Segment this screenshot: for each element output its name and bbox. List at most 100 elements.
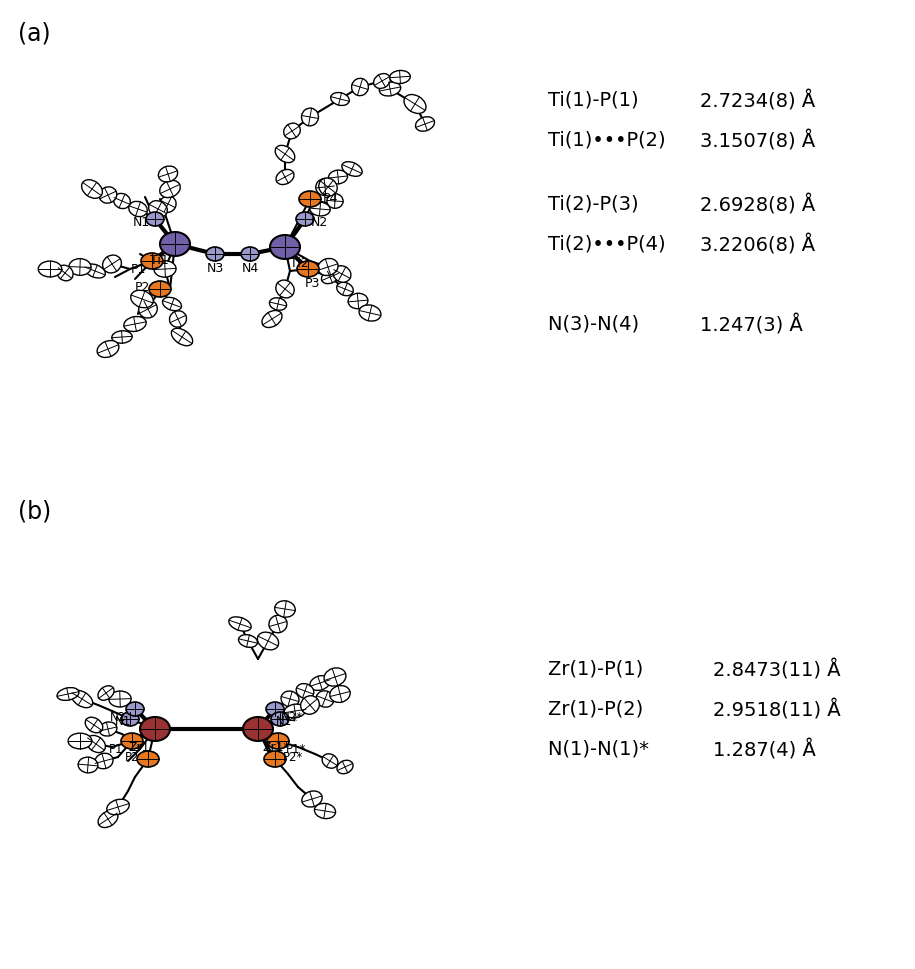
Ellipse shape	[113, 194, 130, 209]
Ellipse shape	[415, 117, 435, 132]
Ellipse shape	[71, 691, 92, 708]
Ellipse shape	[328, 171, 348, 185]
Text: Zr(1)-P(2): Zr(1)-P(2)	[548, 700, 656, 718]
Text: Ti(2)-P(3): Ti(2)-P(3)	[548, 195, 657, 214]
Text: N1: N1	[115, 715, 131, 728]
Text: P2: P2	[124, 751, 139, 764]
Text: (a): (a)	[18, 22, 50, 46]
Text: P1*: P1*	[285, 742, 307, 756]
Ellipse shape	[299, 192, 321, 207]
Ellipse shape	[276, 171, 294, 185]
Text: P1: P1	[109, 742, 124, 756]
Ellipse shape	[281, 691, 299, 707]
Ellipse shape	[296, 684, 314, 699]
Ellipse shape	[68, 734, 92, 749]
Text: Ti2: Ti2	[290, 257, 308, 270]
Text: P1: P1	[130, 264, 145, 276]
Text: 2.8473(11) Å: 2.8473(11) Å	[713, 659, 841, 680]
Ellipse shape	[129, 203, 147, 217]
Ellipse shape	[171, 328, 193, 346]
Ellipse shape	[302, 109, 318, 127]
Ellipse shape	[318, 179, 338, 197]
Text: 2.7234(8) Å: 2.7234(8) Å	[700, 90, 815, 110]
Ellipse shape	[121, 712, 139, 726]
Text: N(1)-N(1)*: N(1)-N(1)*	[548, 739, 662, 758]
Ellipse shape	[275, 281, 295, 298]
Ellipse shape	[269, 298, 286, 311]
Text: Ti(2)•••P(4): Ti(2)•••P(4)	[548, 234, 665, 254]
Ellipse shape	[78, 758, 98, 773]
Ellipse shape	[243, 717, 273, 741]
Ellipse shape	[267, 734, 289, 749]
Ellipse shape	[57, 266, 73, 282]
Ellipse shape	[239, 635, 257, 647]
Ellipse shape	[229, 617, 251, 632]
Ellipse shape	[269, 615, 287, 633]
Ellipse shape	[87, 735, 105, 753]
Ellipse shape	[324, 669, 346, 686]
Text: Zr1*: Zr1*	[262, 740, 290, 754]
Text: P3: P3	[305, 277, 319, 290]
Ellipse shape	[98, 686, 114, 701]
Ellipse shape	[373, 75, 391, 89]
Text: Ti(1)•••P(2): Ti(1)•••P(2)	[548, 130, 665, 149]
Ellipse shape	[351, 79, 369, 97]
Ellipse shape	[160, 197, 176, 213]
Ellipse shape	[69, 260, 91, 276]
Ellipse shape	[109, 691, 131, 707]
Ellipse shape	[148, 202, 167, 218]
Text: Ti1: Ti1	[150, 254, 168, 267]
Ellipse shape	[342, 163, 362, 177]
Ellipse shape	[169, 311, 187, 328]
Text: P2: P2	[135, 281, 150, 295]
Ellipse shape	[149, 282, 171, 297]
Ellipse shape	[163, 298, 181, 311]
Text: N4: N4	[242, 263, 259, 275]
Ellipse shape	[95, 754, 113, 769]
Ellipse shape	[275, 146, 295, 164]
Ellipse shape	[121, 734, 143, 749]
Text: 2.9518(11) Å: 2.9518(11) Å	[713, 700, 841, 720]
Ellipse shape	[285, 704, 306, 718]
Ellipse shape	[85, 717, 102, 733]
Ellipse shape	[274, 601, 296, 617]
Ellipse shape	[333, 266, 351, 283]
Ellipse shape	[112, 331, 132, 344]
Text: P2*: P2*	[283, 751, 303, 764]
Ellipse shape	[337, 761, 353, 774]
Ellipse shape	[146, 213, 164, 227]
Text: Zr(1)-P(1): Zr(1)-P(1)	[548, 659, 656, 678]
Ellipse shape	[271, 712, 289, 726]
Ellipse shape	[102, 256, 122, 273]
Text: 3.1507(8) Å: 3.1507(8) Å	[700, 130, 815, 151]
Text: 3.2206(8) Å: 3.2206(8) Å	[700, 234, 815, 256]
Ellipse shape	[302, 791, 322, 807]
Text: N1*: N1*	[276, 715, 298, 728]
Ellipse shape	[380, 83, 401, 97]
Ellipse shape	[404, 95, 426, 114]
Ellipse shape	[284, 124, 300, 140]
Ellipse shape	[206, 248, 224, 262]
Ellipse shape	[139, 300, 157, 319]
Ellipse shape	[107, 799, 129, 815]
Ellipse shape	[98, 811, 118, 828]
Ellipse shape	[81, 180, 102, 199]
Ellipse shape	[390, 72, 410, 84]
Ellipse shape	[301, 696, 319, 714]
Ellipse shape	[262, 311, 282, 328]
Ellipse shape	[321, 271, 339, 284]
Ellipse shape	[158, 167, 178, 183]
Ellipse shape	[257, 633, 278, 650]
Ellipse shape	[270, 235, 300, 260]
Text: Ti(1)-P(1): Ti(1)-P(1)	[548, 90, 657, 109]
Ellipse shape	[38, 262, 61, 278]
Ellipse shape	[124, 317, 146, 332]
Text: N2: N2	[110, 711, 126, 724]
Ellipse shape	[137, 751, 159, 767]
Text: (b): (b)	[18, 499, 51, 523]
Ellipse shape	[317, 691, 334, 707]
Text: 1.247(3) Å: 1.247(3) Å	[700, 315, 802, 335]
Ellipse shape	[131, 291, 153, 308]
Text: N2: N2	[310, 215, 328, 229]
Ellipse shape	[318, 259, 338, 276]
